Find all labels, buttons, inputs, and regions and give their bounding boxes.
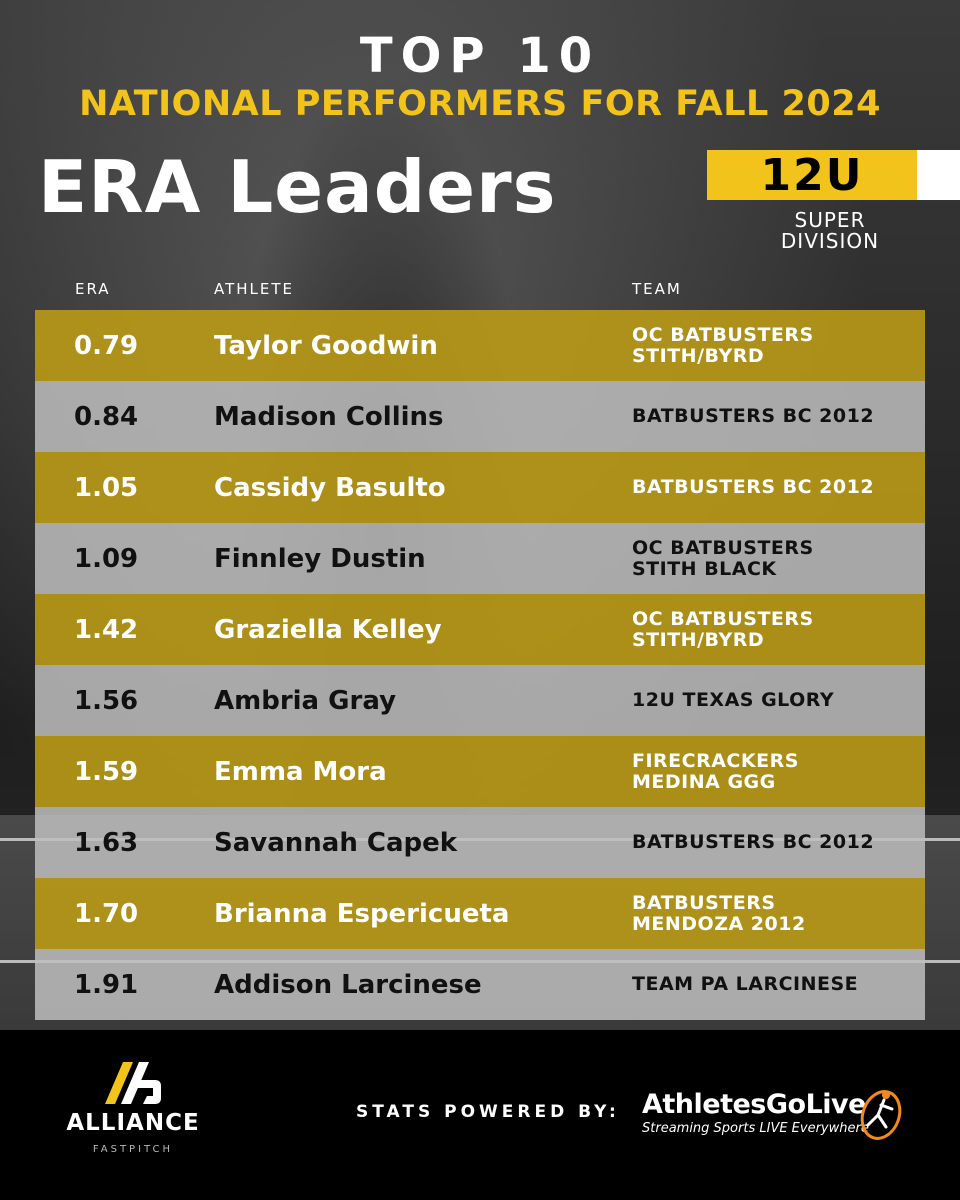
alliance-logo: ALLIANCE FASTPITCH bbox=[48, 1060, 218, 1160]
division-label-line1: SUPER bbox=[794, 208, 866, 232]
athlete-name: Cassidy Basulto bbox=[214, 472, 446, 503]
table-row: 1.59 Emma Mora FIRECRACKERS MEDINA GGG bbox=[35, 736, 925, 807]
team-line1: BATBUSTERS BC 2012 bbox=[632, 831, 875, 853]
athlete-runner-icon bbox=[860, 1090, 902, 1140]
athlete-name: Finnley Dustin bbox=[214, 543, 426, 574]
team-name: FIRECRACKERS MEDINA GGG bbox=[632, 749, 922, 793]
era-value: 1.56 bbox=[74, 685, 139, 716]
era-value: 1.70 bbox=[74, 898, 139, 929]
header-subtitle: NATIONAL PERFORMERS FOR FALL 2024 bbox=[79, 84, 881, 124]
team-name: BATBUSTERS MENDOZA 2012 bbox=[632, 891, 922, 935]
table-row: 1.42 Graziella Kelley OC BATBUSTERS STITH… bbox=[35, 594, 925, 665]
era-value: 1.09 bbox=[74, 543, 139, 574]
team-line1: OC BATBUSTERS bbox=[632, 607, 814, 630]
table-row: 1.91 Addison Larcinese TEAM PA LARCINESE bbox=[35, 949, 925, 1020]
athlete-name: Addison Larcinese bbox=[214, 969, 482, 1000]
athletesgolive-logo: AthletesGoLive Streaming Sports LIVE Eve… bbox=[636, 1085, 916, 1145]
division-code: 12U bbox=[760, 149, 864, 201]
team-line1: BATBUSTERS bbox=[632, 891, 776, 914]
team-name: TEAM PA LARCINESE bbox=[632, 974, 922, 995]
team-name: BATBUSTERS BC 2012 bbox=[632, 832, 922, 853]
column-header-team: TEAM bbox=[632, 280, 682, 298]
table-row: 0.84 Madison Collins BATBUSTERS BC 2012 bbox=[35, 381, 925, 452]
team-line1: FIRECRACKERS bbox=[632, 749, 799, 772]
team-line1: BATBUSTERS BC 2012 bbox=[632, 405, 875, 427]
era-value: 1.91 bbox=[74, 969, 139, 1000]
team-name: 12U TEXAS GLORY bbox=[632, 690, 922, 711]
table-row: 1.56 Ambria Gray 12U TEXAS GLORY bbox=[35, 665, 925, 736]
team-name: BATBUSTERS BC 2012 bbox=[632, 477, 922, 498]
athlete-name: Emma Mora bbox=[214, 756, 387, 787]
header-top: TOP 10 bbox=[359, 28, 601, 84]
table-row: 1.05 Cassidy Basulto BATBUSTERS BC 2012 bbox=[35, 452, 925, 523]
team-line2: STITH/BYRD bbox=[632, 628, 765, 651]
athlete-name: Madison Collins bbox=[214, 401, 444, 432]
team-line1: BATBUSTERS BC 2012 bbox=[632, 476, 875, 498]
team-name: OC BATBUSTERS STITH/BYRD bbox=[632, 323, 922, 367]
team-name: BATBUSTERS BC 2012 bbox=[632, 406, 922, 427]
table-row: 1.70 Brianna Espericueta BATBUSTERS MENDO… bbox=[35, 878, 925, 949]
team-name: OC BATBUSTERS STITH/BYRD bbox=[632, 607, 922, 651]
athlete-name: Brianna Espericueta bbox=[214, 898, 510, 929]
alliance-brand-sub: FASTPITCH bbox=[92, 1144, 174, 1155]
team-name: OC BATBUSTERS STITH BLACK bbox=[632, 536, 922, 580]
team-line1: TEAM PA LARCINESE bbox=[632, 973, 859, 995]
athlete-name: Savannah Capek bbox=[214, 827, 458, 858]
era-value: 0.79 bbox=[74, 330, 139, 361]
era-value: 1.59 bbox=[74, 756, 139, 787]
team-line1: OC BATBUSTERS bbox=[632, 323, 814, 346]
table-row: 1.09 Finnley Dustin OC BATBUSTERS STITH B… bbox=[35, 523, 925, 594]
sponsor-tagline: Streaming Sports LIVE Everywhere bbox=[642, 1121, 869, 1136]
era-value: 0.84 bbox=[74, 401, 139, 432]
table-row: 0.79 Taylor Goodwin OC BATBUSTERS STITH/B… bbox=[35, 310, 925, 381]
team-line2: MEDINA GGG bbox=[632, 770, 776, 793]
team-line2: MENDOZA 2012 bbox=[632, 912, 806, 935]
sponsor-name: AthletesGoLive bbox=[642, 1089, 866, 1120]
athlete-name: Ambria Gray bbox=[214, 685, 397, 716]
era-value: 1.42 bbox=[74, 614, 139, 645]
era-value: 1.63 bbox=[74, 827, 139, 858]
column-header-athlete: ATHLETE bbox=[214, 280, 295, 298]
leaders-table: 0.79 Taylor Goodwin OC BATBUSTERS STITH/B… bbox=[35, 310, 925, 1020]
athlete-name: Taylor Goodwin bbox=[214, 330, 438, 361]
table-row: 1.63 Savannah Capek BATBUSTERS BC 2012 bbox=[35, 807, 925, 878]
athlete-name: Graziella Kelley bbox=[214, 614, 442, 645]
alliance-brand: ALLIANCE bbox=[66, 1110, 200, 1136]
team-line2: STITH/BYRD bbox=[632, 344, 765, 367]
era-value: 1.05 bbox=[74, 472, 139, 503]
alliance-logo-icon bbox=[105, 1062, 161, 1104]
team-line1: 12U TEXAS GLORY bbox=[632, 689, 835, 711]
stats-powered-by: STATS POWERED BY: bbox=[356, 1102, 620, 1122]
division-badge-tail bbox=[917, 150, 960, 200]
division-label: SUPER DIVISION bbox=[760, 210, 900, 252]
division-badge: 12U bbox=[707, 149, 917, 201]
team-line2: STITH BLACK bbox=[632, 557, 777, 580]
team-line1: OC BATBUSTERS bbox=[632, 536, 814, 559]
column-header-era: ERA bbox=[75, 280, 111, 298]
division-label-line2: DIVISION bbox=[780, 229, 880, 253]
page-title: ERA Leaders bbox=[38, 145, 557, 229]
